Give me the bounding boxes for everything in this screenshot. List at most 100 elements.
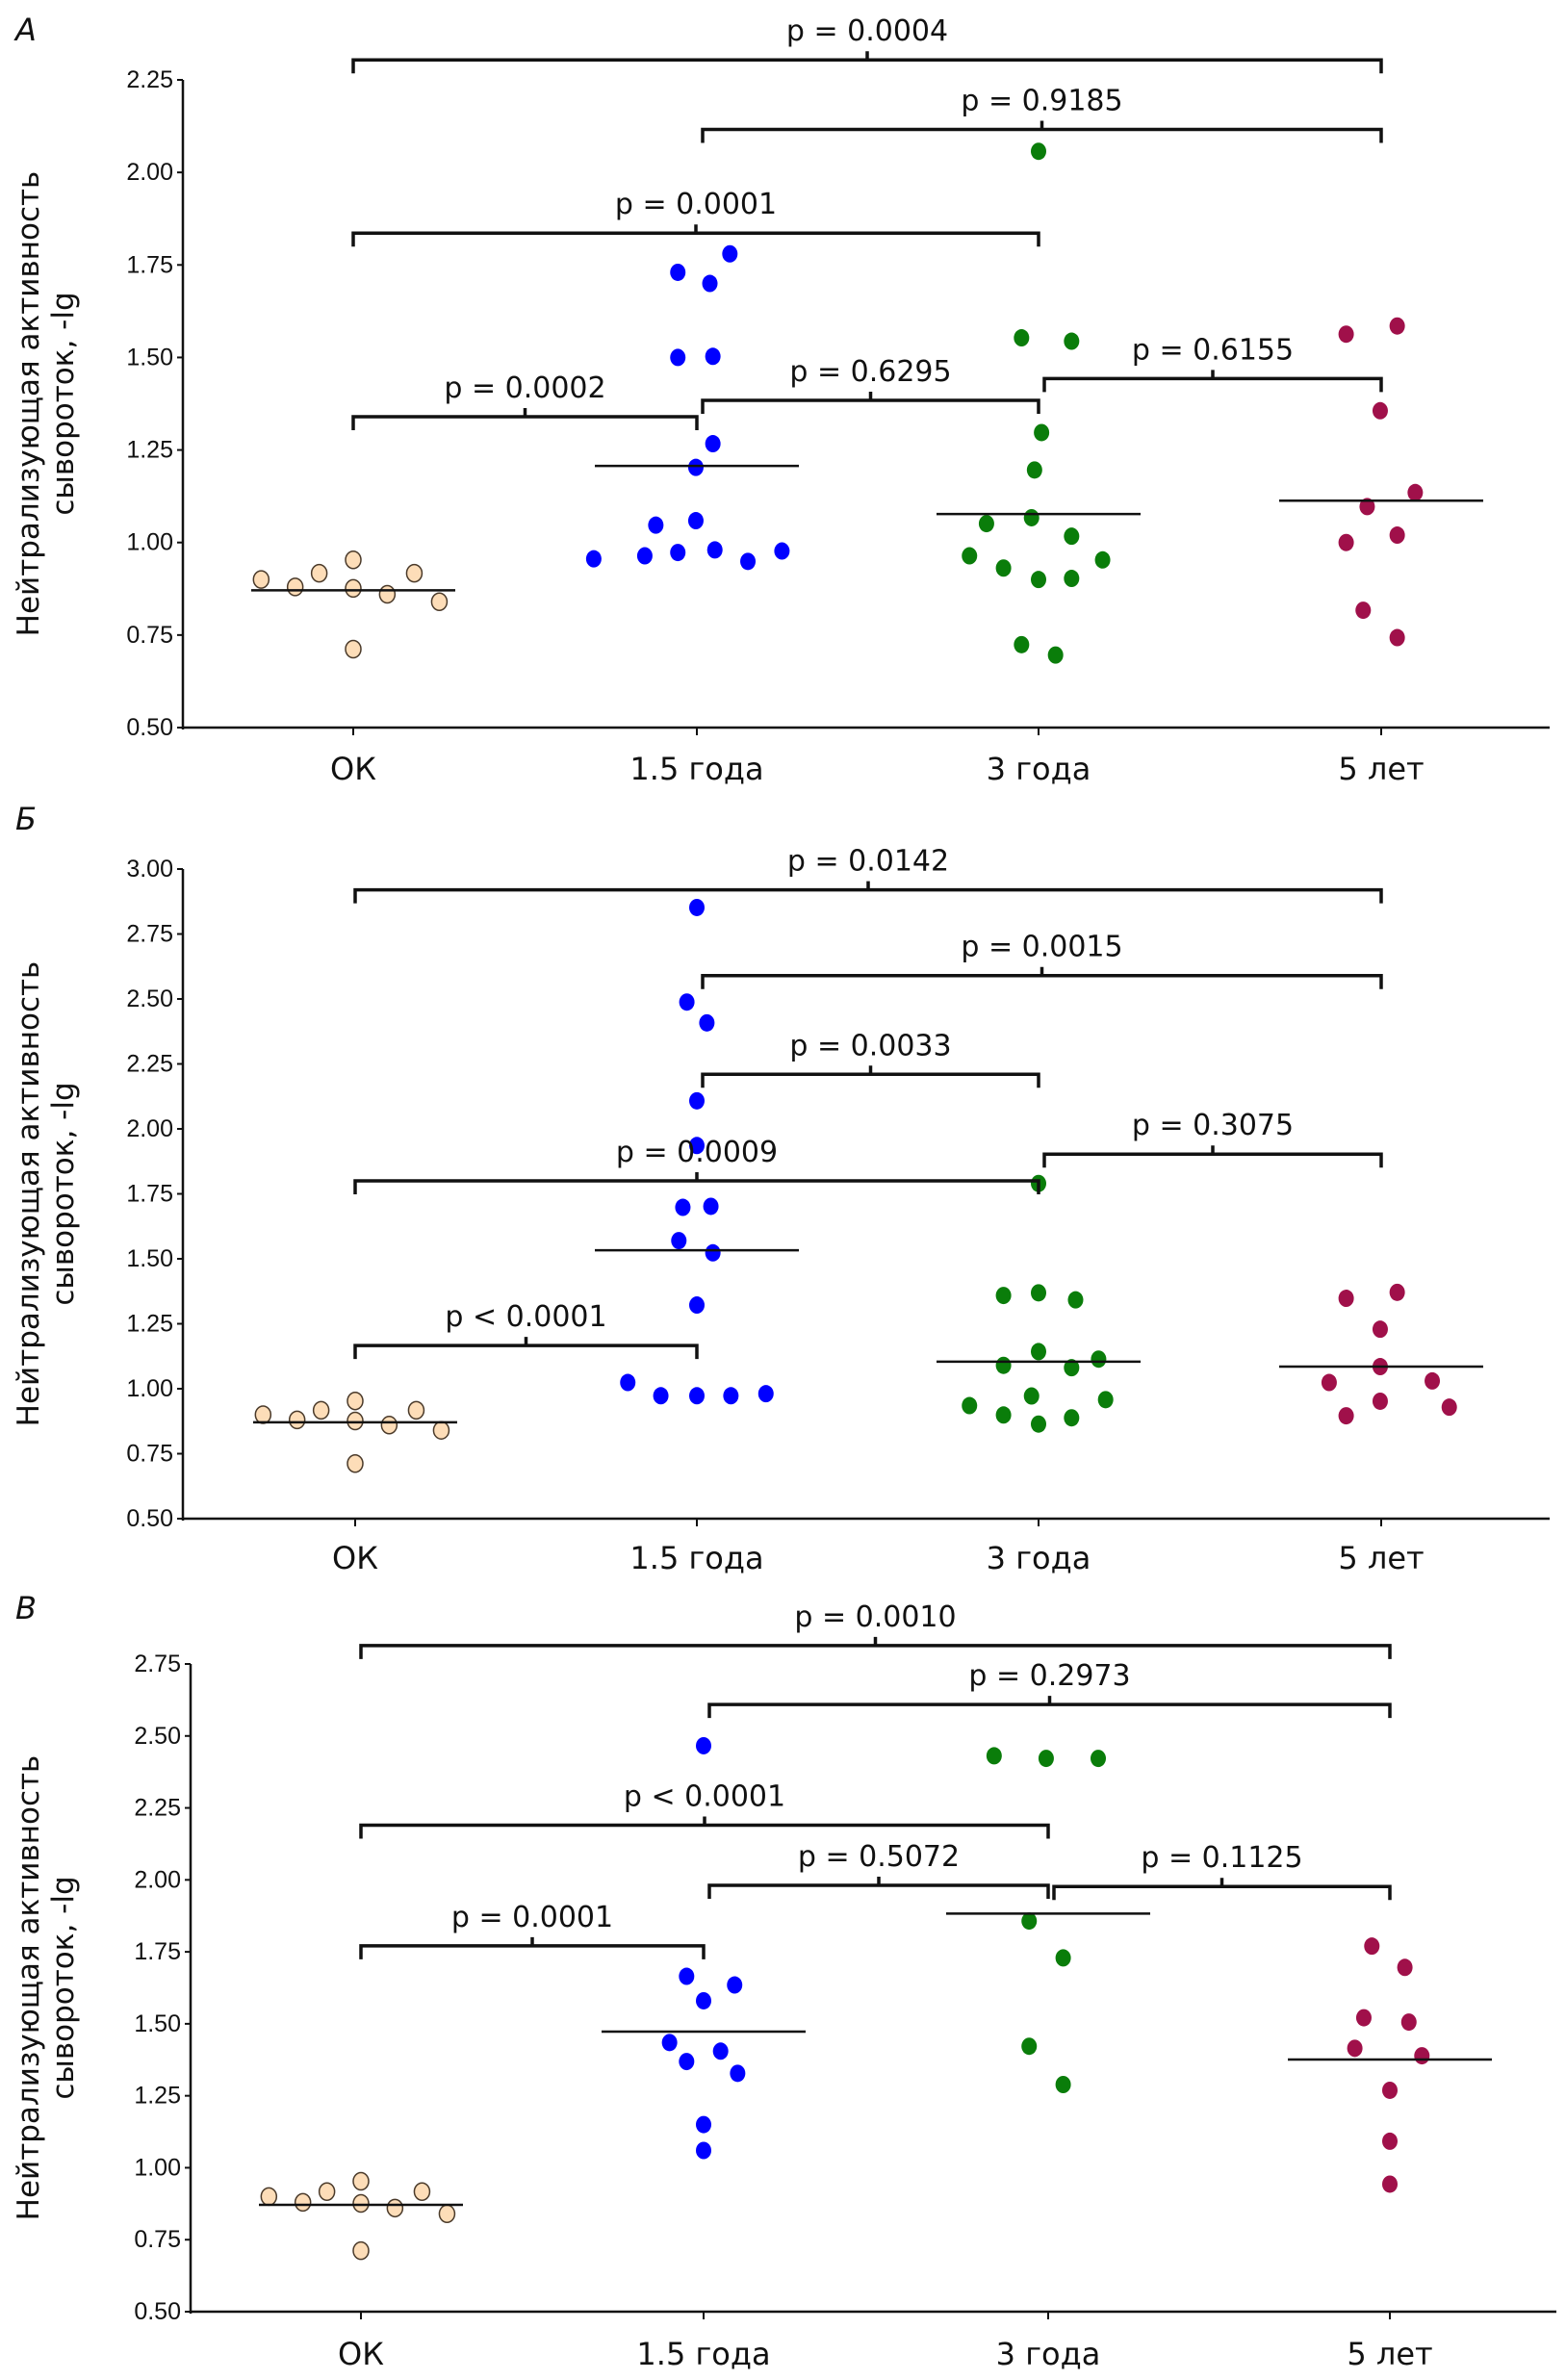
- x-tick-label: 5 лет: [1347, 2336, 1432, 2372]
- x-tick-label: 1.5 года: [629, 1540, 763, 1576]
- data-point: [689, 1296, 705, 1315]
- data-point: [252, 570, 270, 589]
- data-point: [962, 1396, 978, 1415]
- data-point: [1338, 1407, 1354, 1425]
- data-point: [689, 898, 705, 916]
- significance-bracket: [701, 1065, 1040, 1088]
- y-tick-label: 0.50: [134, 2298, 181, 2325]
- data-point: [723, 1387, 739, 1405]
- data-point: [1389, 628, 1405, 647]
- x-tick-label: 3 года: [987, 751, 1091, 787]
- p-value-label: p = 0.0004: [786, 14, 948, 48]
- significance-bracket: [353, 1337, 699, 1360]
- significance-bracket: [1052, 1878, 1392, 1901]
- data-point: [312, 1400, 330, 1420]
- y-axis-label-line: Нейтрализующая активность: [12, 961, 46, 1427]
- y-tick-label: 2.75: [126, 921, 173, 948]
- y-tick-label: 2.25: [134, 1795, 181, 1822]
- data-point: [620, 1373, 636, 1392]
- data-point: [696, 1736, 711, 1754]
- y-tick-label: 1.50: [126, 344, 173, 371]
- significance-bracket: [353, 1172, 1040, 1194]
- x-tick-label: 1.5 года: [636, 2336, 770, 2372]
- data-point: [1414, 2047, 1430, 2065]
- data-point: [1355, 2009, 1372, 2027]
- data-point: [1347, 2039, 1363, 2058]
- data-point: [670, 263, 686, 281]
- data-point: [712, 2042, 729, 2060]
- data-point: [675, 1198, 691, 1216]
- y-axis-label: Нейтрализующая активностьсывороток, -lg: [12, 961, 81, 1427]
- y-tick-label: 0.75: [126, 622, 173, 649]
- significance-bracket: [701, 966, 1383, 989]
- data-point: [730, 2064, 746, 2083]
- p-value-label: p = 0.6155: [1132, 333, 1294, 367]
- data-point: [679, 2053, 695, 2071]
- y-axis-label-line: сывороток, -lg: [46, 1082, 81, 1305]
- data-point: [1064, 1359, 1080, 1377]
- data-point: [1389, 317, 1405, 335]
- data-point: [345, 639, 362, 659]
- data-point: [1338, 533, 1354, 551]
- data-point: [687, 458, 704, 476]
- y-tick-label: 2.25: [126, 1051, 173, 1078]
- data-point: [1407, 483, 1424, 501]
- y-tick-label: 2.25: [126, 66, 173, 93]
- p-value-label: p = 0.5072: [798, 1840, 960, 1874]
- x-tick-label: 1.5 года: [629, 751, 763, 787]
- panel-2: Б Нейтрализующая активностьсывороток, -lg…: [12, 801, 1550, 1576]
- data-point: [1047, 646, 1064, 664]
- data-point: [1055, 2076, 1071, 2094]
- significance-bracket: [707, 1696, 1392, 1719]
- data-point: [978, 515, 994, 533]
- y-tick-label: 1.50: [134, 2010, 181, 2037]
- data-point: [1091, 1350, 1107, 1369]
- y-tick-label: 1.00: [126, 1375, 173, 1402]
- y-tick-label: 2.50: [126, 985, 173, 1012]
- data-point: [1055, 1949, 1071, 1967]
- significance-bracket: [701, 120, 1383, 143]
- data-point: [347, 1454, 364, 1473]
- data-point: [413, 2182, 431, 2202]
- x-tick-label: ОК: [330, 751, 376, 787]
- data-point: [352, 2240, 370, 2261]
- y-tick-label: 2.50: [134, 1723, 181, 1750]
- data-point: [1038, 1750, 1054, 1768]
- p-value-label: p = 0.0142: [787, 845, 949, 879]
- data-point: [1031, 1284, 1046, 1302]
- data-point: [347, 1391, 364, 1411]
- data-point: [679, 993, 695, 1011]
- significance-bracket: [359, 1936, 706, 1959]
- y-tick-label: 1.75: [134, 1938, 181, 1965]
- panel-1: А Нейтрализующая активностьсывороток, -lg…: [12, 12, 1550, 787]
- y-tick-label: 0.75: [126, 1441, 173, 1468]
- panel-3: В Нейтрализующая активностьсывороток, -lg…: [12, 1590, 1556, 2372]
- data-point: [345, 550, 362, 570]
- y-tick-label: 1.50: [126, 1245, 173, 1272]
- data-point: [661, 2034, 678, 2052]
- data-point: [1321, 1373, 1337, 1392]
- data-point: [705, 1243, 721, 1262]
- data-point: [1064, 1409, 1080, 1427]
- y-tick-label: 1.00: [134, 2154, 181, 2181]
- data-point: [1014, 635, 1030, 653]
- p-value-label: p = 0.0015: [961, 931, 1122, 964]
- y-axis-label-line: сывороток, -lg: [46, 292, 81, 515]
- data-point: [1064, 332, 1080, 350]
- data-point: [1382, 2132, 1398, 2150]
- p-value-label: p = 0.0001: [615, 188, 777, 221]
- data-point: [689, 1387, 705, 1405]
- data-point: [995, 1406, 1012, 1424]
- data-point: [1026, 461, 1042, 479]
- p-value-label: p = 0.0002: [444, 371, 605, 405]
- data-point: [757, 1385, 774, 1403]
- data-point: [1034, 423, 1050, 442]
- x-tick-label: ОК: [332, 1540, 378, 1576]
- data-point: [696, 2115, 711, 2134]
- data-point: [288, 1410, 306, 1430]
- data-point: [1031, 1343, 1046, 1361]
- y-tick-label: 1.75: [126, 251, 173, 278]
- p-value-label: p < 0.0001: [624, 1780, 785, 1814]
- significance-bracket: [351, 407, 699, 430]
